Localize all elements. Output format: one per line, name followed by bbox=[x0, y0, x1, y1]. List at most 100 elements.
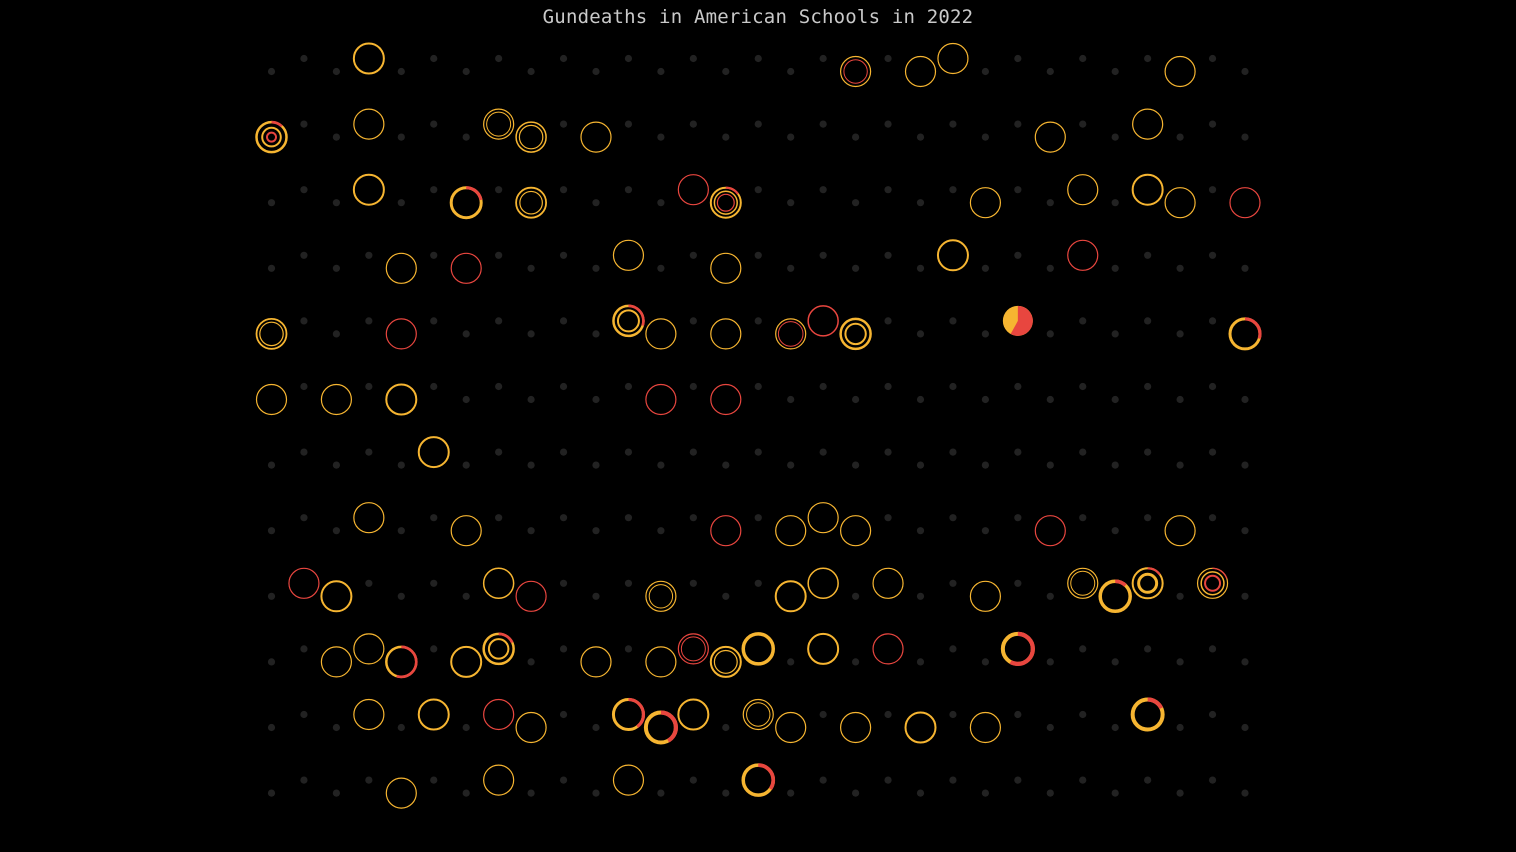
incident-mark bbox=[643, 710, 679, 745]
empty-day-dot bbox=[1208, 776, 1217, 784]
incident-mark bbox=[775, 318, 807, 350]
red-arc bbox=[741, 763, 776, 797]
empty-day-dot bbox=[819, 382, 827, 391]
incident-mark bbox=[807, 567, 839, 600]
ring bbox=[709, 645, 742, 678]
ring bbox=[716, 193, 735, 212]
ring bbox=[904, 711, 937, 744]
ring bbox=[519, 190, 543, 215]
red-arc bbox=[449, 186, 483, 220]
incident-mark bbox=[611, 697, 646, 732]
incident-mark bbox=[904, 711, 937, 744]
incident-mark bbox=[255, 383, 288, 416]
incident-mark bbox=[515, 186, 547, 219]
ring bbox=[839, 317, 872, 351]
empty-day-dot bbox=[430, 186, 438, 194]
empty-day-dot bbox=[592, 264, 600, 272]
incident-mark bbox=[515, 580, 547, 612]
empty-day-dot bbox=[300, 186, 308, 194]
ring bbox=[1164, 55, 1196, 88]
empty-day-dot bbox=[852, 658, 860, 666]
incident-mark bbox=[353, 633, 385, 665]
empty-day-dot bbox=[559, 514, 568, 522]
empty-day-dot bbox=[430, 120, 438, 128]
empty-day-dot bbox=[689, 382, 697, 391]
empty-day-dot bbox=[689, 448, 697, 456]
incident-mark bbox=[1164, 187, 1196, 219]
empty-day-dot bbox=[1079, 776, 1087, 784]
empty-day-dot bbox=[754, 186, 762, 194]
empty-day-dot bbox=[397, 527, 405, 535]
red-arc bbox=[709, 186, 742, 219]
empty-day-dot bbox=[1208, 514, 1217, 522]
empty-day-dot bbox=[754, 120, 762, 128]
empty-day-dot bbox=[495, 54, 503, 63]
empty-day-dot bbox=[657, 461, 665, 469]
empty-day-dot bbox=[884, 186, 892, 194]
ring bbox=[1204, 574, 1222, 592]
ring bbox=[775, 318, 807, 350]
empty-day-dot bbox=[332, 67, 340, 76]
empty-day-dot bbox=[981, 67, 990, 76]
empty-day-dot bbox=[981, 527, 990, 535]
ring bbox=[612, 239, 645, 271]
red-arc bbox=[611, 697, 646, 732]
incident-mark bbox=[1034, 515, 1066, 547]
empty-day-dot bbox=[916, 199, 925, 207]
ring bbox=[385, 252, 417, 284]
empty-day-dot bbox=[852, 133, 860, 141]
ring bbox=[969, 711, 1002, 744]
incident-mark bbox=[1130, 697, 1165, 732]
empty-day-dot bbox=[1079, 120, 1087, 128]
empty-day-dot bbox=[1014, 776, 1022, 784]
ring bbox=[255, 120, 288, 154]
empty-day-dot bbox=[1241, 658, 1249, 666]
ring bbox=[839, 55, 872, 88]
ring bbox=[612, 764, 645, 796]
incident-mark bbox=[775, 711, 807, 744]
empty-day-dot bbox=[754, 54, 762, 63]
incident-mark bbox=[255, 120, 288, 154]
incident-mark bbox=[839, 55, 872, 88]
incident-mark bbox=[709, 645, 742, 678]
empty-day-dot bbox=[267, 527, 276, 535]
empty-day-dot bbox=[852, 264, 860, 272]
empty-day-dot bbox=[1241, 264, 1249, 272]
empty-day-dot bbox=[365, 251, 373, 259]
empty-day-dot bbox=[300, 776, 308, 784]
ring bbox=[1229, 187, 1261, 219]
empty-day-dot bbox=[1014, 448, 1022, 456]
ring bbox=[872, 567, 904, 599]
empty-day-dot bbox=[527, 658, 535, 666]
ring bbox=[266, 131, 277, 143]
ring bbox=[352, 173, 385, 206]
empty-day-dot bbox=[754, 382, 762, 391]
incident-mark bbox=[872, 567, 904, 599]
ring bbox=[710, 318, 742, 350]
empty-day-dot bbox=[722, 461, 730, 469]
empty-day-dot bbox=[267, 67, 276, 76]
ring bbox=[515, 711, 547, 744]
incident-mark bbox=[775, 515, 807, 547]
empty-day-dot bbox=[1111, 264, 1119, 272]
empty-day-dot bbox=[949, 514, 957, 522]
empty-day-dot bbox=[657, 264, 665, 272]
empty-day-dot bbox=[462, 723, 470, 732]
empty-day-dot bbox=[916, 133, 925, 141]
empty-day-dot bbox=[365, 448, 373, 456]
empty-day-dot bbox=[852, 395, 860, 404]
empty-day-dot bbox=[592, 527, 600, 535]
ring bbox=[261, 126, 282, 148]
empty-day-dot bbox=[332, 789, 340, 797]
empty-day-dot bbox=[787, 67, 795, 76]
empty-day-dot bbox=[1144, 382, 1152, 391]
ring bbox=[645, 646, 677, 678]
empty-day-dot bbox=[1046, 199, 1054, 207]
ring bbox=[713, 649, 738, 674]
empty-day-dot bbox=[787, 133, 795, 141]
empty-day-dot bbox=[689, 54, 697, 63]
empty-day-dot bbox=[1079, 514, 1087, 522]
empty-day-dot bbox=[657, 789, 665, 797]
empty-day-dot bbox=[1111, 789, 1119, 797]
